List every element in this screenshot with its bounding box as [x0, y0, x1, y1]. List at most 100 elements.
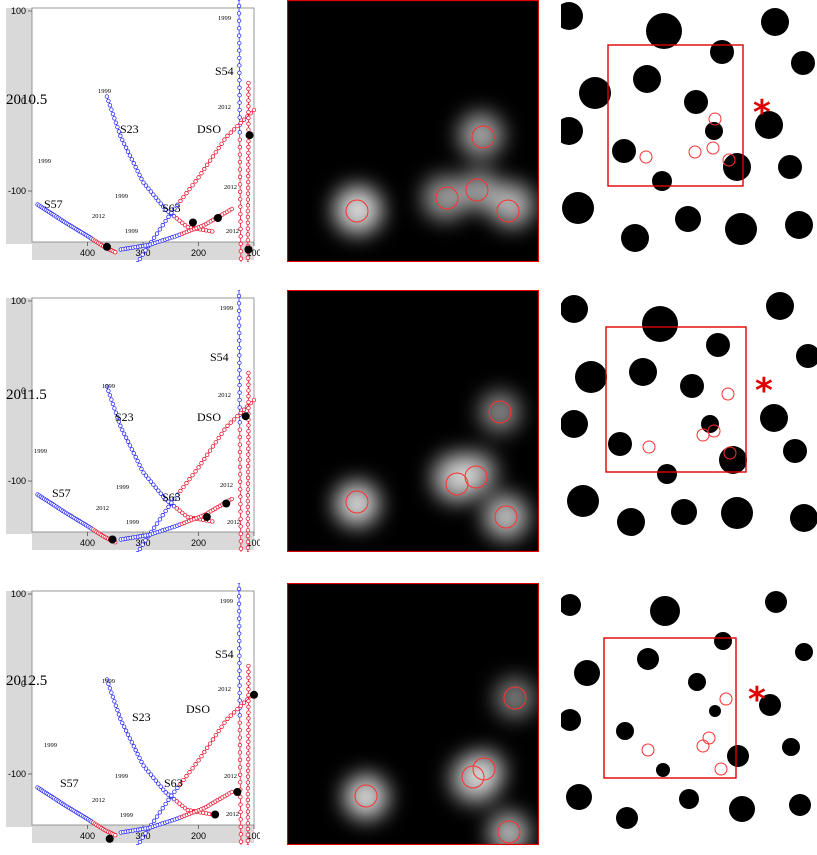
orbit-point	[141, 543, 145, 547]
orbit-point	[247, 389, 251, 393]
x-tick-label: 400	[80, 248, 95, 258]
orbit-point	[246, 459, 250, 463]
epoch-position-dot	[233, 788, 241, 796]
dark-blob	[723, 153, 751, 181]
orbit-point	[246, 816, 250, 820]
orbit-point	[111, 112, 115, 116]
orbit-point	[237, 331, 241, 335]
star-label-s23: S23	[115, 410, 134, 424]
orbit-point	[119, 424, 123, 428]
orbit-point	[246, 763, 250, 767]
orbit-point	[208, 449, 212, 453]
orbit-point	[238, 383, 242, 387]
year-label: 1999	[34, 448, 47, 455]
sgra-star-marker: *	[748, 680, 766, 720]
orbit-point	[247, 383, 251, 387]
orbit-point	[246, 169, 250, 173]
orbit-point	[229, 131, 233, 135]
x-tick-label: 400	[80, 831, 95, 841]
orbit-point	[239, 257, 243, 261]
orbit-point	[246, 781, 250, 785]
dark-blob	[671, 499, 697, 525]
orbit-point	[238, 743, 242, 747]
dark-blob	[574, 660, 600, 686]
orbit-point	[211, 155, 215, 159]
orbit-point	[237, 4, 241, 8]
orbit-point	[200, 754, 204, 758]
orbit-point	[167, 505, 171, 509]
epoch-label: 2011.5	[6, 387, 47, 403]
orbit-point	[230, 207, 234, 211]
orbit-point	[238, 160, 242, 164]
orbit-point	[108, 686, 112, 690]
orbit-point	[140, 467, 144, 471]
orbit-point	[152, 819, 156, 823]
orbit-point	[246, 215, 250, 219]
orbit-point	[232, 711, 236, 715]
blurred-image	[287, 0, 539, 262]
orbit-point	[246, 470, 250, 474]
orbit-point	[246, 752, 250, 756]
dark-blob	[721, 497, 753, 529]
orbit-point	[238, 64, 242, 68]
orbit-point	[238, 376, 242, 380]
epoch-label: 2012.5	[6, 673, 47, 689]
orbit-point	[246, 827, 250, 831]
orbit-point	[238, 93, 242, 97]
orbit-point	[238, 443, 242, 447]
orbit-point	[158, 518, 162, 522]
orbit-point	[238, 473, 242, 477]
orbit-point	[247, 435, 251, 439]
orbit-point	[155, 815, 159, 819]
orbit-point	[238, 728, 242, 732]
orbit-point	[246, 523, 250, 527]
orbit-point	[113, 250, 117, 254]
orbit-point	[247, 693, 251, 697]
epoch-position-dot	[222, 500, 230, 508]
y-axis-band	[6, 298, 32, 534]
dark-blob	[575, 361, 607, 393]
orbit-point	[237, 41, 241, 45]
orbit-point	[238, 108, 242, 112]
dark-blob	[675, 206, 701, 232]
orbit-point	[237, 595, 241, 599]
epoch-position-dot	[250, 691, 258, 699]
orbit-point	[247, 400, 251, 404]
orbit-point	[194, 763, 198, 767]
dark-blob	[782, 738, 800, 756]
dark-blob	[633, 65, 661, 93]
source-glow	[495, 678, 535, 718]
orbit-point	[232, 418, 236, 422]
orbit-point	[238, 78, 242, 82]
orbit-point	[237, 316, 241, 320]
orbit-point	[217, 146, 221, 150]
orbit-point	[188, 477, 192, 481]
orbit-point	[110, 398, 114, 402]
source-glow	[334, 186, 382, 234]
dark-blob	[709, 705, 721, 717]
star-label-s54: S54	[215, 647, 234, 661]
orbit-point	[132, 744, 136, 748]
orbit-point	[237, 324, 241, 328]
orbit-point	[238, 361, 242, 365]
star-label-dso: DSO	[197, 410, 221, 424]
dark-blob	[761, 8, 789, 36]
orbit-point	[246, 203, 250, 207]
orbit-point	[238, 197, 242, 201]
orbit-point	[238, 487, 242, 491]
year-label: 2012	[226, 228, 239, 235]
orbit-point	[238, 101, 242, 105]
star-label-s63: S63	[162, 490, 181, 504]
dark-blob	[783, 439, 807, 463]
year-label: 2012	[224, 773, 237, 780]
orbit-point	[124, 729, 128, 733]
orbit-point	[167, 215, 171, 219]
orbit-point	[238, 736, 242, 740]
orbit-point	[141, 253, 145, 257]
orbit-point	[247, 87, 251, 91]
orbit-point	[239, 205, 243, 209]
orbit-point	[246, 810, 250, 814]
orbit-point	[237, 34, 241, 38]
star-label-s57: S57	[52, 486, 71, 500]
